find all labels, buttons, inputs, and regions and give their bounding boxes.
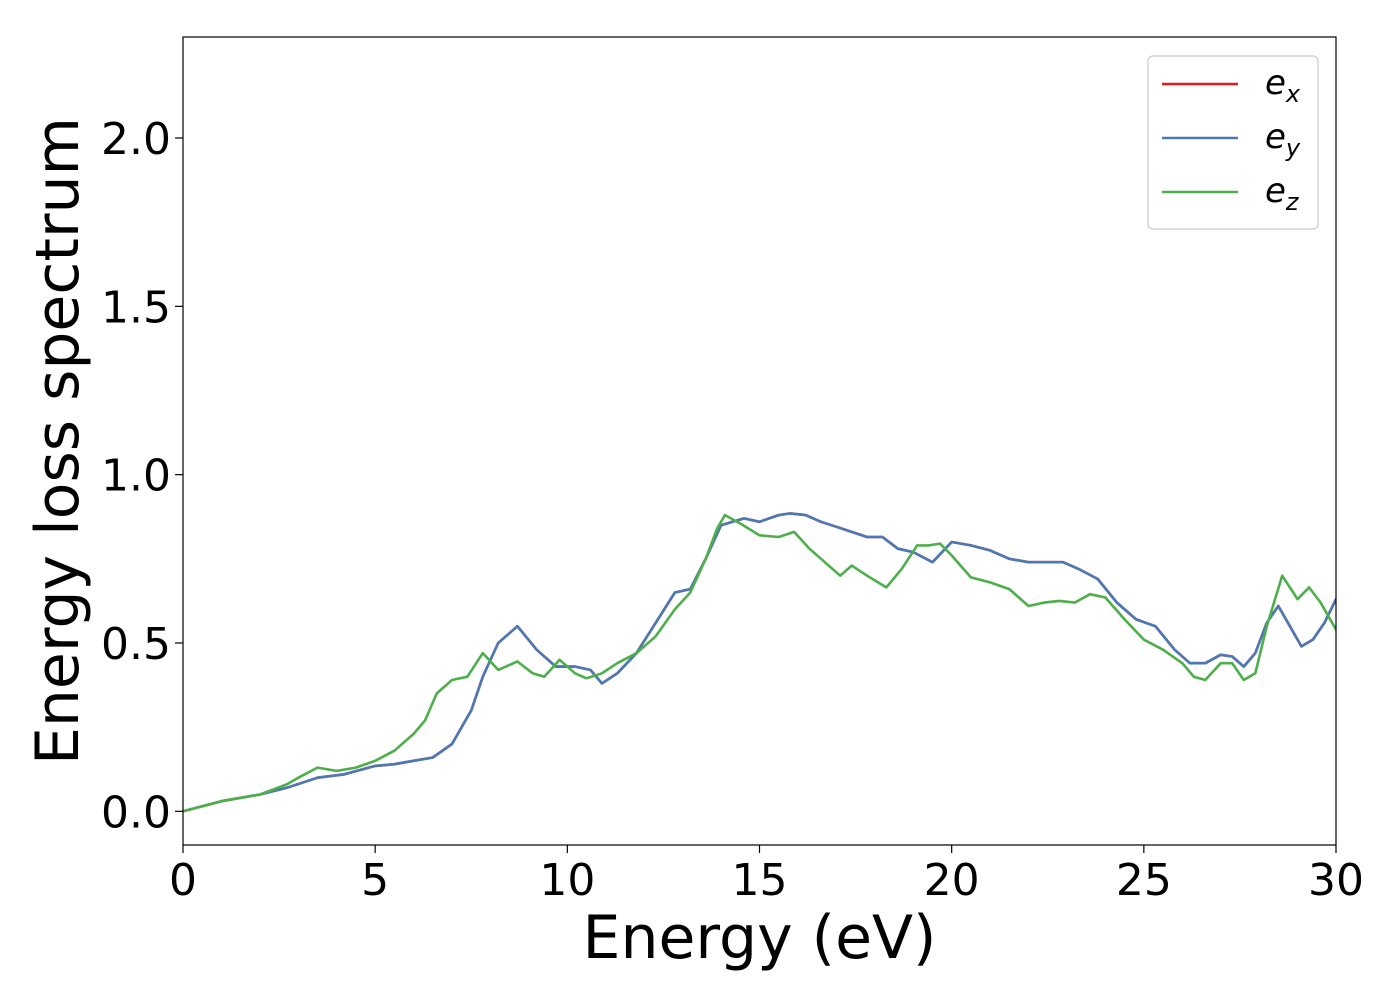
legend-label-y: ey bbox=[1265, 117, 1301, 162]
y-tick-label: 1.5 bbox=[101, 282, 171, 333]
legend-label-subscript: x bbox=[1285, 80, 1301, 108]
x-tick-label: 25 bbox=[1116, 855, 1172, 906]
legend-label-subscript: y bbox=[1285, 134, 1301, 162]
legend-label-subscript: z bbox=[1285, 188, 1300, 216]
legend-box bbox=[1147, 55, 1319, 230]
legend-label-base: e bbox=[1265, 117, 1286, 157]
y-tick-label: 1.0 bbox=[101, 451, 171, 502]
legend-label-z: ez bbox=[1265, 171, 1300, 216]
legend-label-base: e bbox=[1265, 63, 1286, 103]
x-tick-label: 15 bbox=[732, 855, 788, 906]
y-tick-label: 0.5 bbox=[101, 619, 171, 670]
y-tick-label: 0.0 bbox=[101, 787, 171, 838]
series-line-z bbox=[183, 513, 1336, 813]
x-tick-label: 5 bbox=[361, 855, 389, 906]
series-layer bbox=[183, 512, 1336, 813]
y-axis: 0.0 0.5 1.0 1.5 2.0 bbox=[101, 114, 183, 838]
y-tick-label: 2.0 bbox=[101, 114, 171, 165]
x-axis: 0 5 10 15 20 25 30 bbox=[169, 845, 1364, 906]
x-tick-label: 20 bbox=[924, 855, 980, 906]
x-tick-label: 0 bbox=[169, 855, 197, 906]
series-line-y bbox=[183, 512, 1336, 813]
y-axis-label: Energy loss spectrum bbox=[23, 117, 93, 765]
legend-label-x: ex bbox=[1265, 63, 1301, 108]
x-tick-label: 10 bbox=[539, 855, 595, 906]
x-tick-label: 30 bbox=[1308, 855, 1364, 906]
x-axis-label: Energy (eV) bbox=[583, 903, 937, 973]
legend-label-base: e bbox=[1265, 171, 1286, 211]
